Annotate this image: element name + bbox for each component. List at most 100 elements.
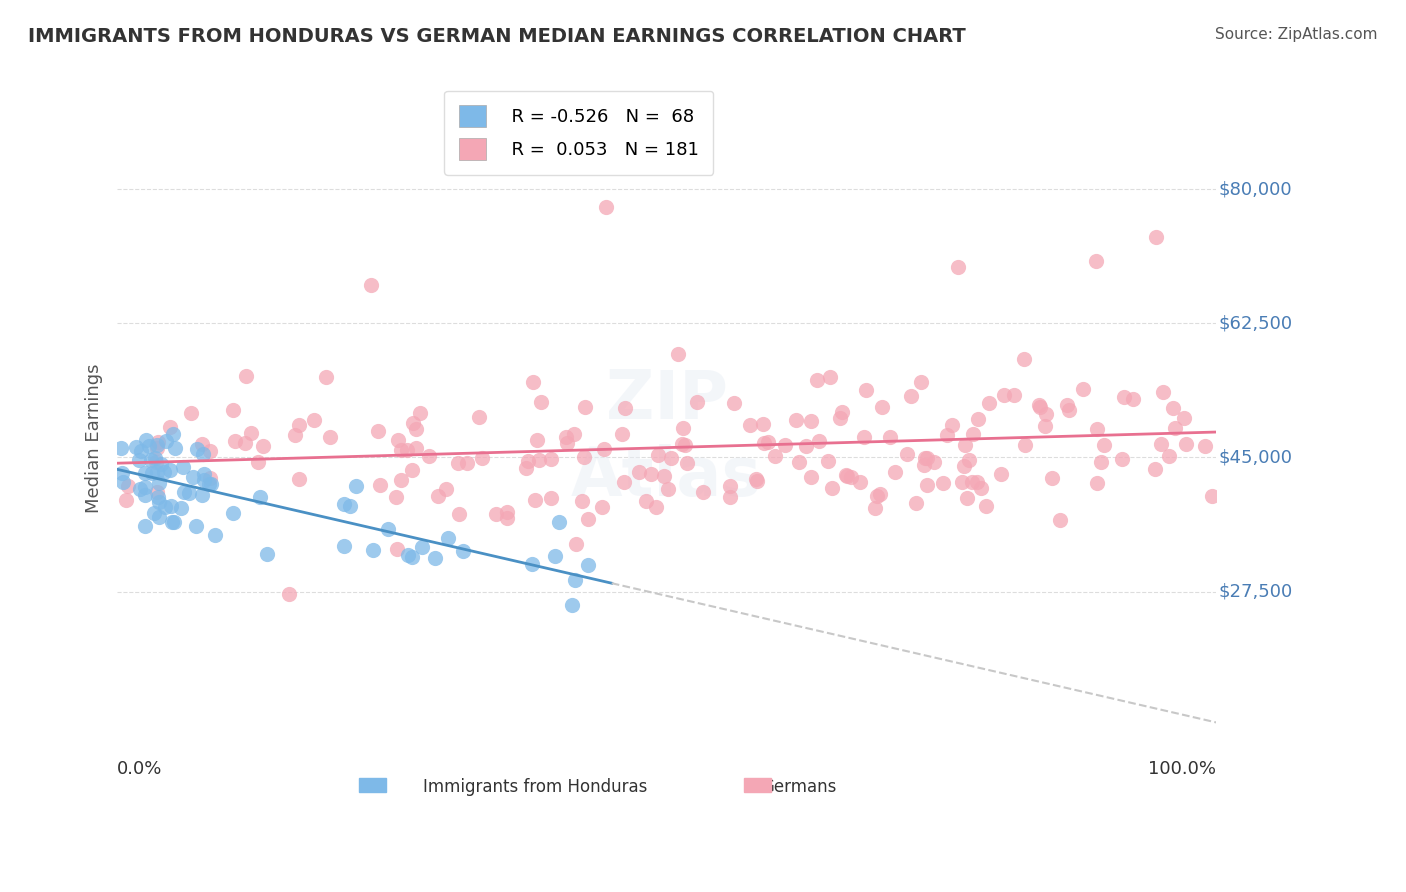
Point — [155, 434, 177, 448]
Point — [344, 478, 367, 492]
Point — [544, 549, 567, 563]
Point — [592, 442, 614, 456]
Point — [1035, 407, 1057, 421]
Point — [960, 475, 983, 489]
Point — [879, 429, 901, 443]
Point — [808, 434, 831, 448]
Point — [555, 430, 578, 444]
Point — [117, 478, 139, 492]
Point — [235, 436, 257, 450]
Point — [198, 443, 221, 458]
Point — [426, 489, 449, 503]
Point — [449, 507, 471, 521]
Point — [610, 427, 633, 442]
Point — [962, 427, 984, 442]
Point — [150, 457, 173, 471]
Point — [1092, 437, 1115, 451]
Point — [912, 458, 935, 472]
Point — [128, 482, 150, 496]
Text: Source: ZipAtlas.com: Source: ZipAtlas.com — [1215, 27, 1378, 42]
Point — [922, 455, 945, 469]
Point — [1174, 437, 1197, 451]
Point — [910, 375, 932, 389]
Point — [200, 477, 222, 491]
Point — [571, 493, 593, 508]
Point — [159, 462, 181, 476]
Point — [914, 451, 936, 466]
Point — [224, 434, 246, 448]
Point — [993, 388, 1015, 402]
Point — [745, 472, 768, 486]
Point — [315, 370, 337, 384]
Point — [565, 537, 588, 551]
Point — [884, 466, 907, 480]
Point — [526, 434, 548, 448]
Point — [970, 481, 993, 495]
Text: $62,500: $62,500 — [1219, 314, 1292, 333]
Point — [540, 452, 562, 467]
Point — [896, 447, 918, 461]
Point — [159, 420, 181, 434]
Point — [222, 403, 245, 417]
Point — [204, 527, 226, 541]
Point — [752, 417, 775, 431]
Point — [966, 411, 988, 425]
Point — [191, 488, 214, 502]
Text: $27,500: $27,500 — [1219, 582, 1292, 600]
Point — [647, 449, 669, 463]
Point — [247, 455, 270, 469]
FancyBboxPatch shape — [744, 778, 770, 792]
Point — [718, 479, 741, 493]
Point — [562, 427, 585, 442]
Point — [1085, 254, 1108, 268]
Point — [966, 475, 988, 489]
Point — [900, 389, 922, 403]
Point — [654, 468, 676, 483]
Point — [496, 511, 519, 525]
Point — [956, 491, 979, 505]
Point — [1144, 462, 1167, 476]
Point — [184, 518, 207, 533]
Point — [434, 483, 457, 497]
Point — [591, 500, 613, 514]
Point — [950, 475, 973, 489]
Point — [193, 473, 215, 487]
Point — [756, 435, 779, 450]
Point — [1085, 422, 1108, 436]
Point — [200, 471, 222, 485]
Point — [1152, 384, 1174, 399]
Point — [389, 442, 412, 457]
Point — [863, 500, 886, 515]
Point — [162, 426, 184, 441]
Point — [576, 512, 599, 526]
Point — [249, 490, 271, 504]
Point — [657, 482, 679, 496]
Text: Immigrants from Honduras: Immigrants from Honduras — [423, 778, 647, 796]
Point — [1159, 450, 1181, 464]
Point — [806, 373, 828, 387]
Point — [131, 444, 153, 458]
Point — [110, 466, 132, 480]
Point — [288, 472, 311, 486]
Legend:   R = -0.526   N =  68,   R =  0.053   N = 181: R = -0.526 N = 68, R = 0.053 N = 181 — [444, 91, 713, 175]
Point — [495, 505, 517, 519]
Point — [456, 456, 478, 470]
Point — [763, 449, 786, 463]
Point — [1056, 398, 1078, 412]
Point — [170, 500, 193, 515]
Point — [1144, 230, 1167, 244]
Point — [110, 441, 132, 455]
Point — [361, 543, 384, 558]
Point — [1164, 421, 1187, 435]
Point — [834, 467, 856, 482]
Point — [198, 477, 221, 491]
Point — [831, 404, 853, 418]
Point — [193, 447, 215, 461]
Point — [112, 475, 135, 489]
Point — [401, 463, 423, 477]
Text: $80,000: $80,000 — [1219, 180, 1292, 198]
Point — [1014, 352, 1036, 367]
Point — [915, 478, 938, 492]
Point — [645, 500, 668, 515]
Point — [239, 425, 262, 440]
